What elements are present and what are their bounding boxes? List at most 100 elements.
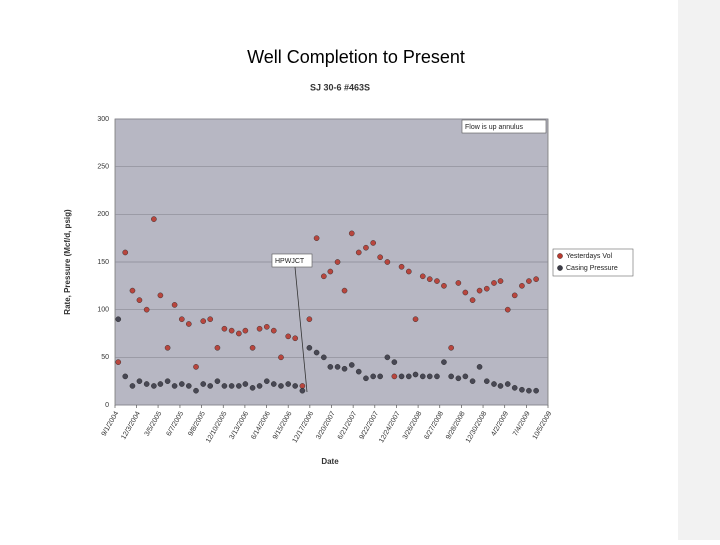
data-point: [228, 327, 235, 334]
data-point: [270, 381, 277, 387]
chart-title: SJ 30-6 #463S: [310, 82, 370, 92]
data-point: [476, 287, 483, 294]
legend-marker: [557, 253, 563, 259]
data-point: [143, 381, 150, 387]
data-point: [462, 289, 469, 296]
data-point: [341, 365, 348, 372]
data-point: [236, 383, 242, 389]
data-point: [504, 381, 511, 387]
slide-title: Well Completion to Present: [247, 47, 465, 67]
data-point: [263, 378, 270, 384]
data-point: [242, 381, 249, 387]
data-point: [469, 297, 476, 303]
data-point: [129, 383, 136, 389]
data-point: [278, 383, 284, 389]
scan-edge: [678, 0, 720, 540]
data-point: [526, 278, 532, 284]
data-point: [179, 316, 185, 323]
data-point: [363, 375, 369, 382]
data-point: [306, 344, 313, 351]
data-point: [200, 318, 207, 324]
data-point: [511, 292, 518, 299]
data-point: [519, 386, 525, 393]
data-point: [136, 378, 143, 384]
data-point: [327, 268, 334, 275]
data-point: [483, 285, 490, 292]
data-point: [313, 349, 320, 356]
data-point: [419, 273, 426, 280]
data-point: [285, 333, 292, 340]
data-point: [151, 216, 157, 222]
y-tick-label: 200: [97, 211, 109, 218]
annotation-arrow: [294, 266, 308, 393]
legend-label: Casing Pressure: [566, 265, 618, 272]
data-point: [370, 373, 376, 380]
legend-marker: [557, 265, 563, 271]
data-point: [306, 316, 313, 323]
data-point: [533, 276, 539, 282]
data-point: [533, 387, 539, 394]
data-point: [491, 381, 497, 387]
annotation-box: [271, 253, 313, 268]
data-point: [136, 297, 143, 303]
data-point: [341, 287, 348, 294]
data-point: [256, 325, 263, 332]
data-point: [455, 280, 462, 286]
data-point: [405, 268, 412, 275]
data-point: [221, 325, 228, 332]
data-point: [469, 378, 476, 384]
data-point: [249, 385, 256, 391]
data-point: [426, 276, 433, 282]
data-point: [519, 283, 525, 289]
data-point: [426, 373, 433, 380]
data-point: [157, 381, 164, 387]
data-point: [483, 378, 490, 384]
data-point: [327, 364, 334, 370]
data-point: [462, 373, 469, 380]
data-point: [214, 344, 221, 351]
y-tick-label: 50: [101, 354, 109, 361]
data-point: [207, 316, 214, 323]
data-point: [370, 240, 376, 246]
y-tick-label: 100: [97, 307, 109, 314]
data-point: [391, 373, 398, 380]
data-point: [179, 381, 185, 387]
data-point: [200, 381, 207, 387]
data-point: [221, 383, 228, 389]
data-point: [391, 359, 398, 365]
data-point: [115, 316, 122, 323]
data-point: [377, 254, 383, 261]
data-point: [263, 324, 270, 330]
data-point: [363, 244, 369, 251]
data-point: [185, 321, 192, 327]
data-point: [151, 383, 157, 389]
data-point: [384, 354, 391, 361]
data-point: [207, 383, 214, 389]
data-point: [334, 259, 341, 265]
annotation: HPWJCT: [275, 258, 305, 265]
data-point: [164, 344, 171, 351]
data-point: [129, 287, 136, 294]
data-point: [292, 335, 298, 342]
data-point: [497, 278, 504, 284]
annotation: Flow is up annulus: [465, 124, 523, 131]
data-point: [157, 292, 164, 299]
data-point: [299, 387, 306, 394]
y-tick-label: 250: [97, 164, 109, 171]
data-point: [476, 364, 483, 370]
data-point: [321, 273, 327, 280]
data-point: [115, 359, 122, 365]
data-point: [236, 330, 242, 337]
data-point: [122, 373, 129, 380]
x-axis-label: Date: [321, 457, 339, 466]
data-point: [334, 364, 341, 370]
y-axis-label: Rate, Pressure (Mcf/d, psig): [63, 209, 72, 315]
data-point: [193, 364, 199, 370]
data-point: [412, 371, 419, 378]
data-point: [377, 373, 383, 380]
data-point: [504, 306, 511, 313]
data-point: [511, 385, 518, 391]
data-point: [355, 368, 362, 375]
legend-label: Yesterdays Vol: [566, 253, 612, 260]
